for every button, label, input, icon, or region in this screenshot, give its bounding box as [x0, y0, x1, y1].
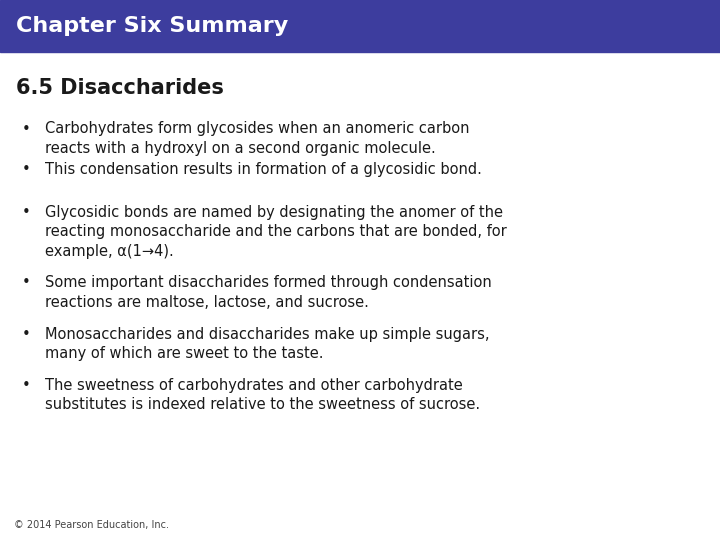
Text: 6.5 Disaccharides: 6.5 Disaccharides	[16, 78, 224, 98]
Text: Monosaccharides and disaccharides make up simple sugars,
many of which are sweet: Monosaccharides and disaccharides make u…	[45, 327, 489, 361]
Text: •: •	[22, 122, 30, 137]
Text: © 2014 Pearson Education, Inc.: © 2014 Pearson Education, Inc.	[14, 520, 169, 530]
Text: •: •	[22, 327, 30, 342]
Text: Chapter Six Summary: Chapter Six Summary	[16, 16, 288, 36]
Text: The sweetness of carbohydrates and other carbohydrate
substitutes is indexed rel: The sweetness of carbohydrates and other…	[45, 378, 480, 412]
Text: •: •	[22, 205, 30, 220]
Text: Carbohydrates form glycosides when an anomeric carbon
reacts with a hydroxyl on : Carbohydrates form glycosides when an an…	[45, 122, 469, 156]
Text: Glycosidic bonds are named by designating the anomer of the
reacting monosacchar: Glycosidic bonds are named by designatin…	[45, 205, 506, 259]
Text: Some important disaccharides formed through condensation
reactions are maltose, : Some important disaccharides formed thro…	[45, 275, 491, 309]
Text: •: •	[22, 378, 30, 393]
Text: This condensation results in formation of a glycosidic bond.: This condensation results in formation o…	[45, 162, 482, 177]
Text: •: •	[22, 275, 30, 291]
Text: •: •	[22, 162, 30, 177]
Bar	[0, 0, 720, 52]
